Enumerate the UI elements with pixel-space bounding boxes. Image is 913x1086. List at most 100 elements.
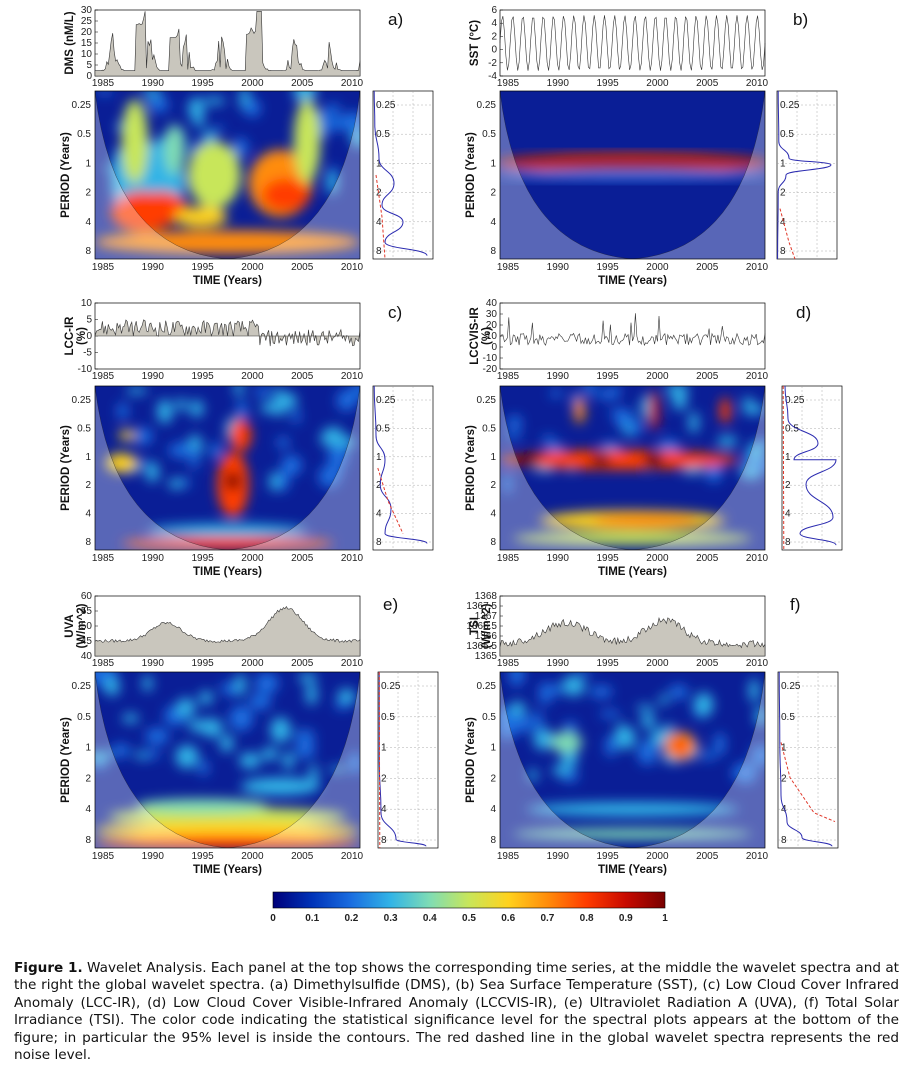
wavelet-spot xyxy=(175,744,199,769)
wavelet-xtick-label: 1990 xyxy=(142,851,165,862)
wavelet-power-blob xyxy=(95,835,360,848)
wavelet-ytick-label: 4 xyxy=(85,217,91,228)
wavelet-spot xyxy=(751,744,765,767)
wavelet-frame xyxy=(94,90,361,260)
wavelet-spot xyxy=(605,735,617,758)
gws-frame xyxy=(777,671,839,849)
wavelet-power-blob xyxy=(105,453,138,473)
ts-xtick-label: 1995 xyxy=(596,658,619,669)
gws-ytick-label: 8 xyxy=(780,246,786,257)
ts-line xyxy=(499,313,766,347)
wavelet-spot xyxy=(95,761,107,769)
ts-ytick-label: 1367 xyxy=(475,611,498,622)
wavelet-power-blob xyxy=(118,430,135,441)
wavelet-xtick-label: 1990 xyxy=(547,553,570,564)
wavelet-ytick-label: 1 xyxy=(490,743,496,754)
colorbar-tick-label: 0 xyxy=(270,913,276,924)
ts-ylabel: LCCVIS-IR xyxy=(469,307,481,365)
ts-ytick-label: 20 xyxy=(486,320,498,331)
wavelet-spot xyxy=(328,766,346,773)
wavelet-spot xyxy=(539,681,551,706)
ts-ytick-label: 2 xyxy=(491,31,497,42)
gws-ytick-label: 2 xyxy=(376,188,382,199)
cone-of-influence xyxy=(500,386,765,550)
gws-red-noise xyxy=(375,174,386,260)
wavelet-spot xyxy=(662,724,675,734)
wavelet-power-blob xyxy=(293,99,321,184)
wavelet-map xyxy=(500,672,765,848)
gws-ytick-label: 2 xyxy=(785,480,791,491)
wavelet-spot xyxy=(249,693,272,710)
wavelet-spot xyxy=(223,684,240,696)
gws-ytick-label: 4 xyxy=(376,509,382,520)
wavelet-xtick-label: 2010 xyxy=(746,851,769,862)
wavelet-spot xyxy=(157,399,173,424)
ts-ytick-label: 1366 xyxy=(475,631,498,642)
wavelet-ylabel: PERIOD (Years) xyxy=(465,717,477,803)
ts-ytick-label: 0 xyxy=(491,45,497,56)
wavelet-spot xyxy=(694,692,714,717)
gws-frame xyxy=(372,385,434,551)
wavelet-power-blob xyxy=(261,178,310,212)
gws-ytick-label: 0.25 xyxy=(781,681,801,692)
wavelet-spot xyxy=(175,398,187,411)
ts-xtick-label: 2005 xyxy=(696,658,719,669)
wavelet-frame xyxy=(499,90,766,260)
wavelet-spot xyxy=(549,389,563,398)
ts-area xyxy=(94,319,361,347)
ts-ylabel: UVA xyxy=(64,614,76,637)
wavelet-spot xyxy=(176,698,196,718)
ts-ytick-label: 30 xyxy=(486,309,498,320)
wavelet-power-blob xyxy=(134,798,268,813)
wavelet-spot xyxy=(636,704,655,712)
ts-ylabel: SST (°C) xyxy=(469,20,481,66)
gws-red-noise xyxy=(779,208,796,260)
coi-edge xyxy=(500,386,765,550)
wavelet-xtick-label: 1990 xyxy=(142,262,165,273)
wavelet-map xyxy=(500,386,765,550)
ts-xtick-label: 2005 xyxy=(291,371,314,382)
wavelet-ylabel: PERIOD (Years) xyxy=(465,425,477,511)
wavelet-spot xyxy=(172,442,190,459)
wavelet-power-blob xyxy=(224,471,241,491)
ts-xtick-label: 2000 xyxy=(241,371,264,382)
wavelet-spot xyxy=(293,730,316,742)
wavelet-spot xyxy=(198,691,214,705)
wavelet-spot xyxy=(610,386,621,394)
ts-xtick-label: 2005 xyxy=(696,78,719,89)
wavelet-ytick-label: 1 xyxy=(85,158,91,169)
wavelet-spot xyxy=(665,386,689,396)
colorbar-tick-label: 0.7 xyxy=(540,913,554,924)
wavelet-xlabel: TIME (Years) xyxy=(598,566,667,578)
wavelet-power-blob xyxy=(513,453,540,467)
wavelet-xtick-label: 2005 xyxy=(696,553,719,564)
wavelet-power-blob xyxy=(648,390,659,431)
ts-xtick-label: 2010 xyxy=(341,371,364,382)
wavelet-power-blob xyxy=(174,206,228,228)
ts-xtick-label: 2000 xyxy=(646,78,669,89)
wavelet-ytick-label: 0.25 xyxy=(72,395,92,406)
wavelet-xtick-label: 1995 xyxy=(191,851,214,862)
gws-ytick-label: 4 xyxy=(376,217,382,228)
caption-label: Figure 1. xyxy=(14,960,83,976)
wavelet-spot xyxy=(627,420,644,434)
wavelet-ytick-label: 2 xyxy=(490,773,496,784)
wavelet-ylabel: PERIOD (Years) xyxy=(60,132,72,218)
wavelet-spot xyxy=(236,399,248,424)
gws-ytick-label: 0.25 xyxy=(785,395,805,406)
wavelet-spot xyxy=(234,386,244,397)
wavelet-spot xyxy=(326,171,338,195)
coi-edge xyxy=(95,386,360,550)
wavelet-blobs xyxy=(95,91,360,254)
panel-letter: f) xyxy=(790,595,800,614)
ts-ytick-label: 40 xyxy=(81,651,93,662)
ts-xtick-label: 1985 xyxy=(92,658,115,669)
ts-ytick-label: 40 xyxy=(486,298,498,309)
wavelet-spot xyxy=(672,393,688,410)
ts-area xyxy=(499,616,766,657)
wavelet-spot xyxy=(193,115,205,128)
gws-curve xyxy=(373,385,428,544)
wavelet-ytick-label: 1 xyxy=(85,743,91,754)
ts-xtick-label: 1995 xyxy=(191,371,214,382)
